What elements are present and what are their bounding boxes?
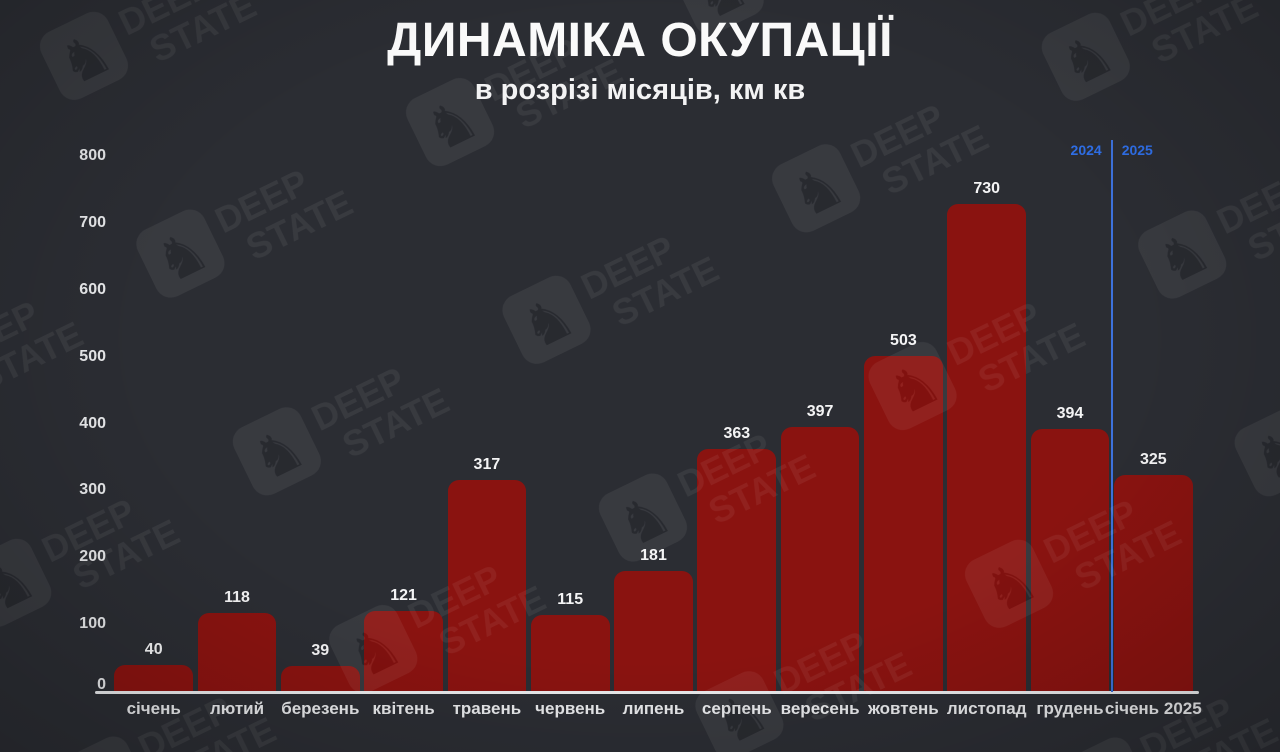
bar-травень — [447, 480, 527, 692]
value-label: 394 — [1056, 404, 1084, 422]
value-label: 503 — [890, 331, 917, 349]
bar-серпень — [697, 449, 777, 692]
y-tick-label: 100 — [79, 615, 106, 633]
y-axis: 0 100 200 300 400 500 600 700 800 — [40, 147, 106, 693]
x-tick-label: червень — [535, 699, 606, 718]
chart-title: ДИНАМІКА ОКУПАЦІЇ — [387, 14, 893, 67]
value-label: 730 — [973, 179, 1001, 197]
value-label: 118 — [224, 589, 250, 607]
bar-жовтень — [864, 355, 943, 692]
value-label: 181 — [640, 547, 667, 564]
year-divider-line — [1110, 140, 1113, 692]
value-label: 40 — [144, 641, 163, 659]
x-tick-label: січень 2025 — [1104, 699, 1202, 718]
y-tick-label: 700 — [79, 213, 106, 231]
y-tick-label: 800 — [79, 147, 106, 164]
y-tick-label: 500 — [79, 347, 106, 365]
x-tick-label: травень — [452, 699, 522, 718]
x-tick-label: березень — [281, 699, 360, 718]
bar-липень — [614, 571, 693, 692]
value-label: 317 — [473, 456, 501, 473]
y-tick-label: 400 — [79, 414, 106, 432]
y-tick-label: 600 — [79, 280, 106, 298]
era-2025-label: 2025 — [1121, 142, 1153, 158]
bar-червень — [530, 615, 610, 692]
x-tick-label: липень — [622, 699, 685, 718]
y-tick-label: 200 — [79, 548, 106, 566]
bar-січень — [114, 665, 194, 692]
y-tick-label: 300 — [79, 481, 106, 499]
x-tick-label: листопад — [946, 699, 1027, 718]
x-tick-label: вересень — [780, 699, 860, 718]
bar-вересень — [780, 426, 860, 692]
x-tick-label: лютий — [209, 699, 265, 718]
x-tick-label: жовтень — [868, 699, 939, 718]
x-tick-label: серпень — [701, 699, 772, 718]
bar-січень 2025 — [1113, 474, 1193, 692]
bar-лютий — [197, 613, 277, 692]
era-2024-label: 2024 — [1070, 142, 1102, 158]
value-label: 115 — [557, 591, 584, 609]
chart-subtitle: в розрізі місяців, км кв — [474, 74, 806, 106]
x-axis-baseline — [95, 691, 1199, 694]
x-tick-label: квітень — [372, 699, 435, 718]
bar-березень — [280, 665, 360, 692]
value-label: 325 — [1139, 450, 1167, 468]
x-tick-label: грудень — [1036, 699, 1104, 718]
x-axis: січень лютий березень квітень травень червень… — [112, 699, 1202, 723]
bar-квітень — [364, 611, 443, 692]
value-label: 39 — [311, 641, 330, 659]
x-tick-label: січень — [126, 699, 181, 718]
value-label: 121 — [390, 587, 417, 605]
bar-грудень — [1030, 428, 1110, 692]
bar-листопад — [947, 203, 1027, 692]
value-label: 363 — [723, 425, 751, 443]
plot-area: 40 118 39 121 317 115 181 363 397 503 730 394 325 — [112, 157, 1195, 692]
value-label: 397 — [806, 402, 834, 420]
